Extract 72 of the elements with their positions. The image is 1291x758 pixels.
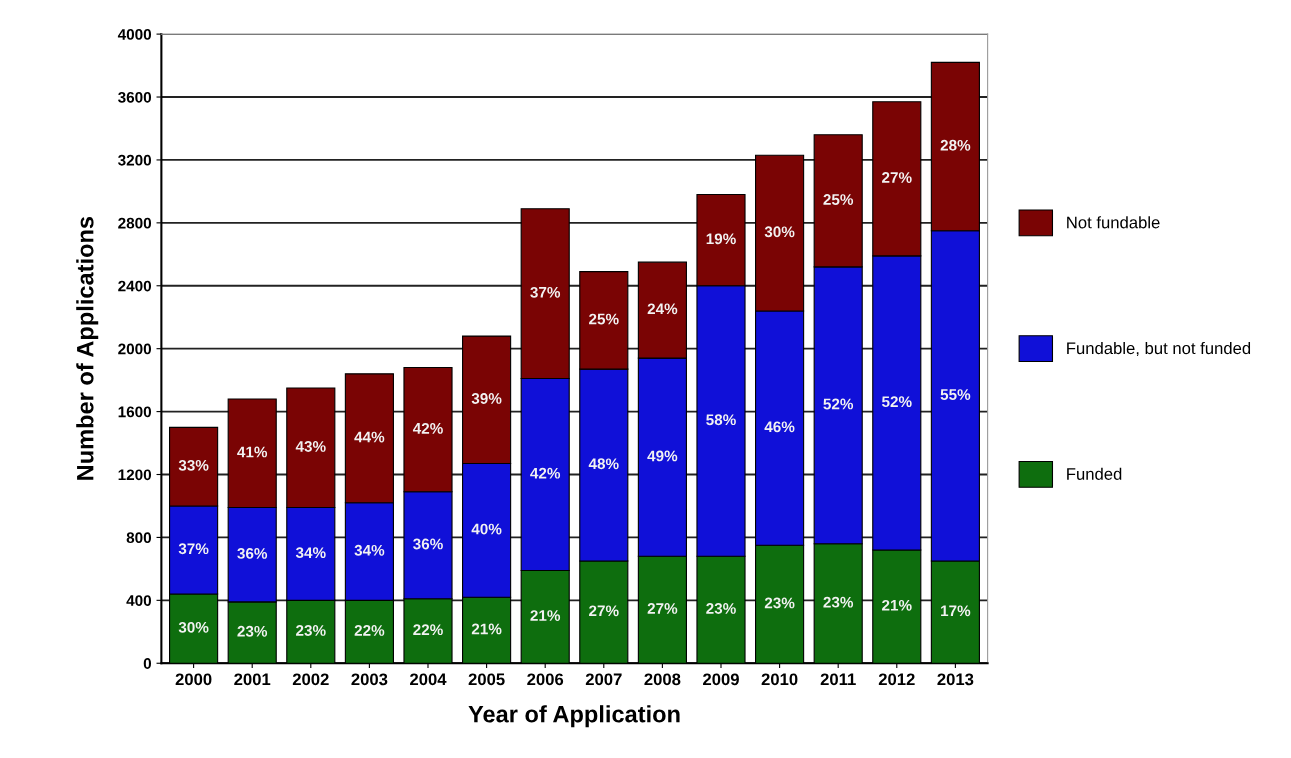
annotation: 24%	[647, 303, 678, 315]
annotation: 21%	[882, 599, 912, 611]
x-tick-label: 2000	[175, 673, 212, 686]
x-tick-label: 2002	[292, 673, 329, 686]
x-tick-label: 2012	[878, 673, 915, 686]
x-tick-label: 2009	[703, 673, 739, 686]
annotation: 23%	[296, 625, 326, 636]
x-tick-label: 2006	[527, 673, 564, 686]
legend-label: Not fundable	[1067, 216, 1160, 229]
y-tick-label: 2400	[118, 280, 152, 292]
annotation: 30%	[764, 226, 795, 238]
annotation: 48%	[588, 458, 619, 470]
y-tick-label: 2000	[118, 343, 152, 355]
legend-label: Fundable, but not funded	[1067, 341, 1251, 357]
y-tick-label: 400	[126, 595, 152, 607]
annotation: 43%	[295, 441, 326, 452]
annotation: 19%	[706, 233, 736, 245]
x-tick-label: 2004	[410, 673, 447, 686]
annotation: 44%	[354, 431, 385, 443]
annotation: 23%	[237, 625, 268, 637]
annotation: 36%	[413, 538, 443, 550]
x-tick-label: 2011	[820, 673, 856, 686]
annotation: 23%	[764, 597, 795, 609]
x-tick-label: 2010	[761, 673, 798, 686]
y-tick-label: 2800	[118, 217, 152, 229]
annotation: 21%	[530, 610, 561, 621]
annotation: 34%	[354, 544, 385, 556]
annotation: 22%	[354, 625, 385, 636]
annotation: 49%	[647, 450, 678, 462]
legend-label: Funded	[1067, 467, 1122, 480]
x-tick-label: 2008	[644, 673, 681, 686]
annotation: 33%	[178, 459, 209, 471]
annotation: 23%	[706, 603, 736, 614]
annotation: 37%	[178, 543, 209, 555]
annotation: 23%	[823, 596, 854, 608]
y-tick-label: 1200	[118, 469, 152, 481]
annotation: 22%	[413, 624, 443, 636]
x-tick-label: 2001	[234, 673, 271, 686]
y-tick-label: 800	[126, 532, 152, 544]
y-tick-label: 1600	[118, 406, 152, 418]
annotation: 36%	[237, 548, 268, 559]
annotation: 30%	[178, 621, 209, 633]
annotation: 42%	[530, 467, 561, 479]
y-axis-title: Number of Applications	[76, 216, 99, 480]
y-tick-label: 0	[143, 658, 152, 669]
x-tick-label: 2007	[585, 673, 622, 686]
y-tick-label: 3200	[118, 154, 152, 166]
x-tick-label: 2005	[468, 673, 505, 686]
y-tick-label: 4000	[117, 28, 152, 40]
x-axis-title: Year of Application	[468, 705, 680, 728]
annotation: 52%	[881, 396, 912, 408]
annotation: 17%	[941, 605, 971, 617]
annotation: 55%	[940, 389, 971, 400]
annotation: 27%	[589, 605, 619, 617]
annotation: 27%	[882, 172, 912, 183]
annotation: 52%	[823, 398, 854, 410]
annotation: 42%	[412, 422, 443, 434]
annotation: 58%	[706, 414, 736, 426]
annotation: 27%	[647, 603, 678, 614]
y-tick-label: 3600	[118, 91, 152, 103]
annotation: 46%	[764, 421, 795, 433]
annotation: 40%	[471, 523, 502, 535]
annotation: 34%	[295, 547, 326, 559]
annotation: 37%	[530, 286, 561, 298]
annotation: 28%	[940, 139, 971, 151]
annotation: 25%	[823, 194, 854, 205]
annotation: 41%	[237, 446, 268, 458]
x-tick-label: 2013	[937, 673, 974, 686]
annotation: 21%	[471, 623, 502, 635]
x-tick-label: 2003	[351, 673, 388, 686]
annotation: 25%	[589, 313, 619, 325]
annotation: 39%	[471, 393, 502, 404]
